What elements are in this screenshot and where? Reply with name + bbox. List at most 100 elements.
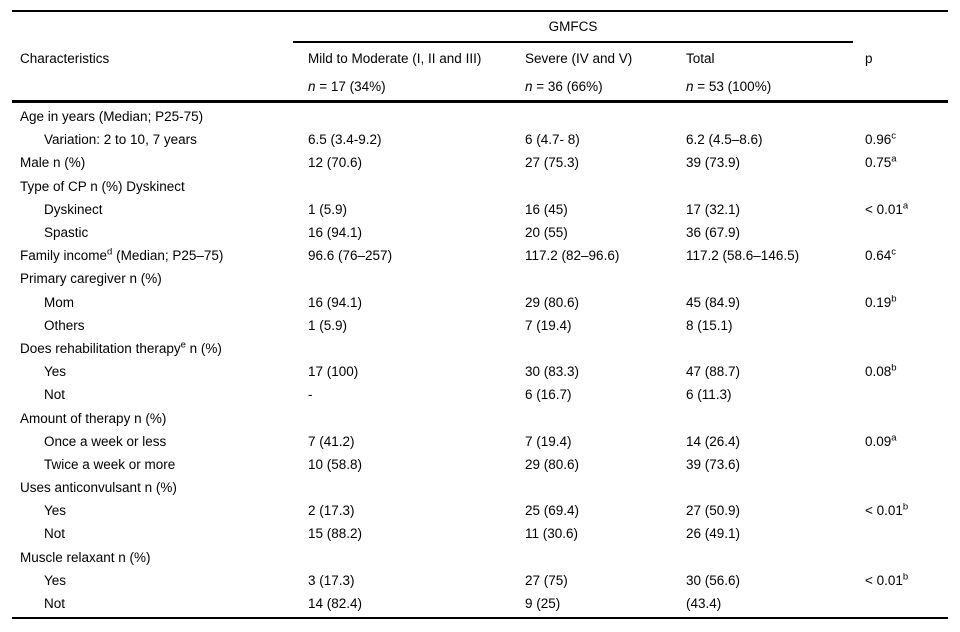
gmfcs-spanner: GMFCS — [293, 12, 853, 43]
p-value: 0.19 — [865, 294, 892, 310]
characteristic-label: Primary caregiver n (%) — [20, 271, 162, 287]
characteristic-label: Dyskinect — [44, 201, 103, 217]
characteristic-cell: Age in years (Median; P25-75) — [12, 109, 308, 124]
characteristic-label: Yes — [44, 364, 67, 380]
table-row: Variation: 2 to 10, 7 years 6.5 (3.4-9.2… — [12, 128, 948, 151]
mild-moderate-value: 14 (82.4) — [308, 596, 363, 612]
mild-moderate-value: 1 (5.9) — [308, 317, 348, 333]
n-symbol: n — [686, 79, 694, 94]
n-severe: n = 36 (66%) — [525, 79, 686, 94]
severe-value: 30 (83.3) — [525, 364, 580, 380]
p-value-superscript: a — [891, 432, 897, 444]
total-value: 30 (56.6) — [686, 572, 741, 588]
characteristic-cell: Twice a week or more — [12, 457, 308, 472]
total-value: 14 (26.4) — [686, 433, 741, 449]
p-value-superscript: c — [891, 246, 897, 258]
mild-moderate-value: 7 (41.2) — [308, 433, 355, 449]
p-value: 0.96 — [865, 132, 892, 148]
table-row: Amount of therapy n (%) — [12, 406, 948, 429]
p-value-superscript: a — [891, 153, 897, 165]
mild-moderate-value: 96.6 (76–257) — [308, 248, 393, 264]
severe-value: 11 (30.6) — [525, 526, 579, 542]
characteristic-label: Uses anticonvulsant n (%) — [20, 480, 177, 496]
total-value: (43.4) — [686, 596, 722, 612]
table-row: Not - 6 (16.7) 6 (11.3) — [12, 383, 948, 406]
characteristic-label: Yes — [44, 572, 67, 588]
severe-value: 6 (16.7) — [525, 387, 572, 403]
characteristic-cell: Once a week or less — [12, 434, 308, 449]
characteristic-cell: Not — [12, 526, 308, 541]
characteristic-label: Age in years (Median; P25-75) — [20, 109, 204, 125]
mild-moderate-value: - — [308, 387, 313, 403]
p-value-cell: 0.96c — [865, 132, 948, 148]
table-row: Mom 16 (94.1) 29 (80.6) 45 (84.9) 0.19b — [12, 291, 948, 314]
table-row: Twice a week or more 10 (58.8) 29 (80.6)… — [12, 453, 948, 476]
p-value-cell: 0.64c — [865, 246, 948, 264]
severe-value: 7 (19.4) — [525, 433, 572, 449]
table-row: Not 15 (88.2) 11 (30.6) 26 (49.1) — [12, 522, 948, 545]
col-header-mild-moderate: Mild to Moderate (I, II and III) — [308, 50, 482, 66]
table-row: Yes 2 (17.3) 25 (69.4) 27 (50.9) < 0.01b — [12, 499, 948, 522]
table-row: Family incomed (Median; P25–75) 96.6 (76… — [12, 244, 948, 267]
table-row: Spastic 16 (94.1) 20 (55) 36 (67.9) — [12, 221, 948, 244]
characteristic-cell: Not — [12, 596, 308, 611]
table-row: Dyskinect 1 (5.9) 16 (45) 17 (32.1) < 0.… — [12, 198, 948, 221]
characteristic-cell: Amount of therapy n (%) — [12, 411, 308, 426]
mild-moderate-value: 6.5 (3.4-9.2) — [308, 132, 382, 148]
total-value: 39 (73.9) — [686, 155, 741, 171]
characteristic-label: Yes — [44, 503, 67, 519]
total-value: 36 (67.9) — [686, 225, 741, 241]
n-symbol: n — [308, 79, 316, 94]
characteristic-label-suffix: n (%) — [185, 340, 222, 356]
table-row: Does rehabilitation therapye n (%) — [12, 337, 948, 360]
n-value: = 53 (100%) — [693, 79, 772, 94]
p-value: 0.09 — [865, 433, 892, 449]
p-value-cell: 0.75a — [865, 153, 948, 171]
severe-value: 9 (25) — [525, 596, 561, 612]
table-row: Age in years (Median; P25-75) — [12, 105, 948, 128]
characteristic-label: Spastic — [44, 225, 89, 241]
p-value-cell: < 0.01b — [865, 571, 948, 588]
characteristic-label: Variation: 2 to 10, 7 years — [44, 132, 197, 148]
total-value: 17 (32.1) — [686, 201, 741, 217]
table-row: Not 14 (82.4) 9 (25) (43.4) — [12, 592, 948, 615]
total-value: 45 (84.9) — [686, 294, 741, 310]
p-value: < 0.01 — [865, 503, 903, 519]
characteristic-label: Others — [44, 317, 85, 333]
table-row: Type of CP n (%) Dyskinect — [12, 175, 948, 198]
p-value: 0.64 — [865, 248, 892, 264]
table-header: GMFCS Characteristics Mild to Moderate (… — [12, 12, 948, 103]
characteristic-label-suffix: (Median; P25–75) — [112, 248, 224, 264]
table-row: Muscle relaxant n (%) — [12, 546, 948, 569]
characteristic-cell: Does rehabilitation therapye n (%) — [12, 340, 308, 356]
col-header-characteristics: Characteristics — [20, 50, 110, 66]
p-value-cell: 0.19b — [865, 293, 948, 310]
characteristic-cell: Spastic — [12, 225, 308, 240]
p-value-cell: < 0.01a — [865, 201, 948, 217]
characteristic-label: Once a week or less — [44, 433, 167, 449]
mild-moderate-value: 2 (17.3) — [308, 503, 355, 519]
severe-value: 7 (19.4) — [525, 317, 572, 333]
mild-moderate-value: 1 (5.9) — [308, 201, 348, 217]
table-row: Primary caregiver n (%) — [12, 267, 948, 290]
table-body: Age in years (Median; P25-75) Variation:… — [12, 103, 948, 617]
p-value: < 0.01 — [865, 572, 903, 588]
characteristic-cell: Variation: 2 to 10, 7 years — [12, 132, 308, 147]
p-value-cell: 0.08b — [865, 363, 948, 379]
p-value-cell: 0.09a — [865, 432, 948, 449]
severe-value: 27 (75) — [525, 572, 568, 588]
gmfcs-spanner-label: GMFCS — [548, 19, 598, 34]
table-row: Once a week or less 7 (41.2) 7 (19.4) 14… — [12, 430, 948, 453]
table-row: Others 1 (5.9) 7 (19.4) 8 (15.1) — [12, 314, 948, 337]
col-header-p: p — [865, 50, 873, 66]
characteristic-label: Amount of therapy n (%) — [20, 410, 167, 426]
characteristic-label: Type of CP n (%) Dyskinect — [20, 178, 185, 194]
severe-value: 117.2 (82–96.6) — [525, 248, 620, 264]
p-value-superscript: b — [902, 571, 909, 583]
characteristic-label: Male n (%) — [20, 155, 86, 171]
header-n-row: n = 17 (34%) n = 36 (66%) n = 53 (100%) — [12, 73, 948, 100]
total-value: 8 (15.1) — [686, 317, 733, 333]
characteristic-label: Muscle relaxant n (%) — [20, 549, 151, 565]
p-value-superscript: b — [891, 293, 897, 305]
